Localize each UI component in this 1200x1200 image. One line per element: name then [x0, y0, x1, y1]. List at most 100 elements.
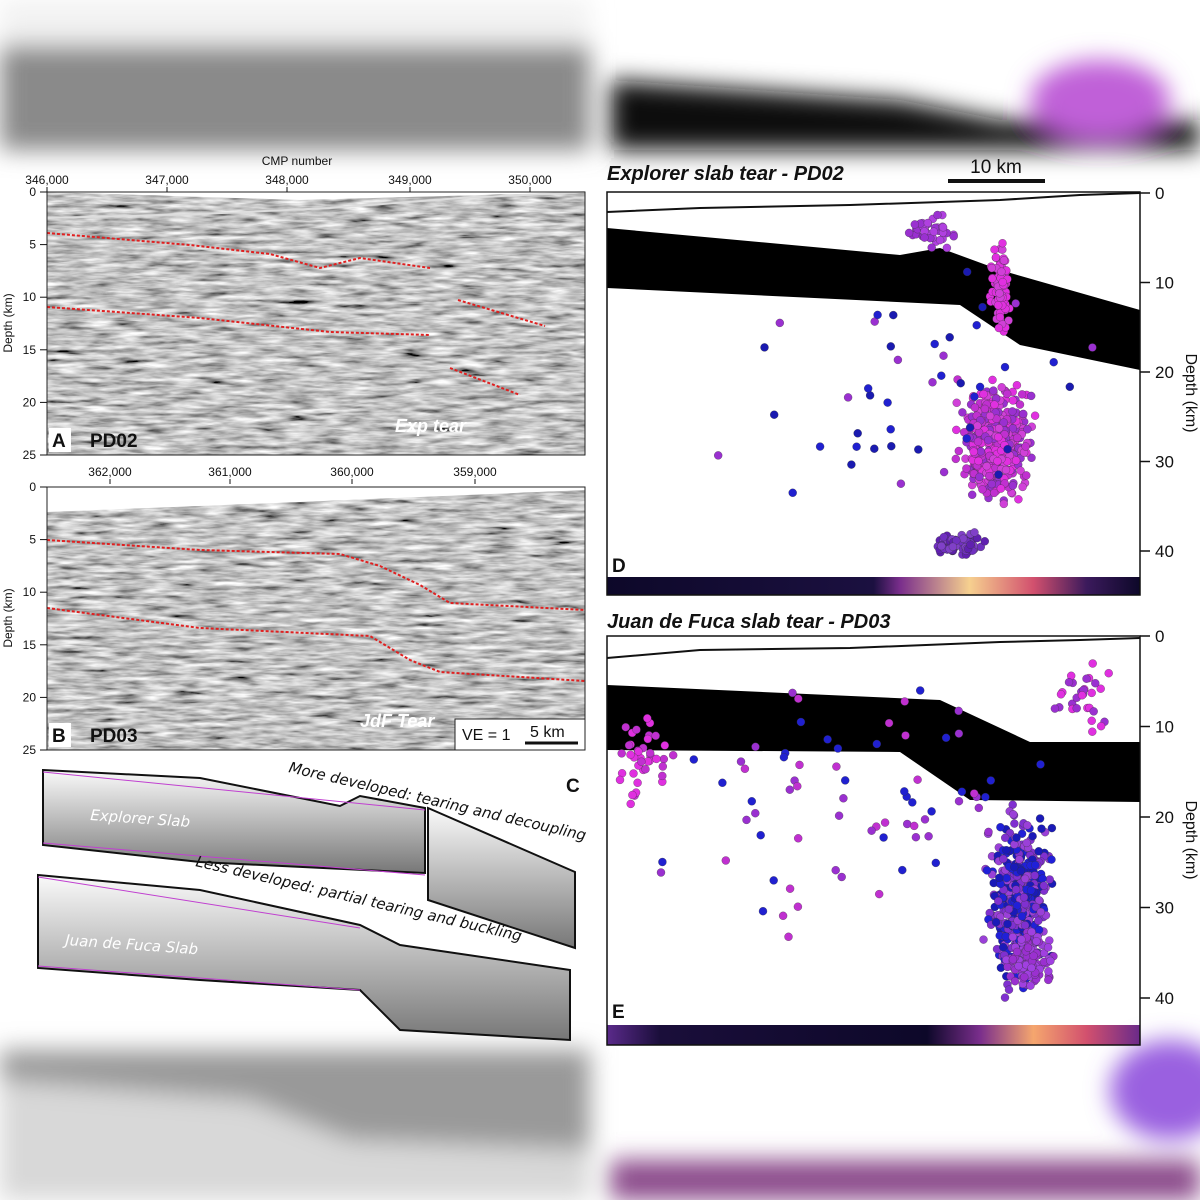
earthquake: [714, 451, 723, 460]
frame: [606, 635, 1141, 1046]
earthquake: [1027, 963, 1036, 973]
earthquake: [920, 233, 929, 242]
earthquake: [1028, 832, 1037, 841]
y-tick-label: 10: [23, 290, 37, 304]
earthquake: [959, 534, 968, 543]
earthquake: [1043, 943, 1053, 952]
earthquake: [969, 447, 978, 456]
earthquake: [996, 823, 1005, 832]
slab-outline: [607, 228, 1140, 370]
earthquake: [942, 243, 952, 253]
x-tick-label: 361,000: [208, 465, 252, 479]
horizon: [46, 232, 546, 396]
y-tick-label: 10: [1155, 718, 1174, 737]
earthquake: [1002, 873, 1011, 883]
earthquake: [646, 748, 655, 758]
earthquake: [879, 833, 888, 842]
earthquake: [966, 540, 975, 549]
earthquake: [633, 778, 642, 787]
earthquake: [930, 339, 939, 349]
earthquake: [1047, 855, 1056, 864]
frame: [606, 191, 1141, 596]
earthquake: [721, 856, 730, 865]
earthquake: [1034, 896, 1044, 905]
earthquake: [886, 342, 895, 351]
earthquake: [794, 834, 803, 843]
x-tick-label: 362,000: [88, 465, 132, 479]
earthquake: [999, 256, 1009, 265]
y-tick-label: 10: [1155, 274, 1174, 293]
earthquake: [1044, 975, 1053, 985]
earthquake: [939, 532, 948, 542]
earthquake: [1088, 343, 1097, 352]
x-tick-label: 346,000: [25, 173, 69, 187]
earthquake: [658, 771, 667, 781]
earthquake: [970, 403, 980, 412]
earthquake: [1012, 833, 1021, 842]
earthquake: [901, 731, 910, 740]
earthquake: [1096, 722, 1106, 731]
earthquake: [872, 739, 881, 749]
earthquake: [833, 744, 843, 753]
earthquake: [1064, 678, 1074, 687]
earthquake: [656, 868, 666, 877]
y-tick-label: 25: [23, 743, 37, 757]
earthquake: [972, 321, 981, 330]
earthquake: [751, 809, 760, 818]
earthquake: [847, 460, 856, 469]
earthquake: [626, 750, 635, 759]
earthquake: [924, 832, 933, 841]
earthquake: [994, 424, 1004, 433]
earthquake: [896, 479, 906, 488]
earthquake: [998, 239, 1007, 248]
earthquake: [1046, 956, 1055, 966]
earthquake: [875, 889, 884, 899]
earthquake: [1050, 704, 1060, 713]
earthquake: [1032, 937, 1041, 946]
earthquake: [1091, 679, 1100, 688]
earthquake: [1089, 707, 1098, 716]
earthquake: [928, 378, 937, 387]
earthquake: [626, 799, 635, 809]
earthquake: [998, 277, 1007, 287]
earthquake: [927, 243, 936, 252]
earthquake: [989, 386, 998, 395]
earthquake: [1011, 885, 1021, 894]
earthquake: [1023, 821, 1032, 830]
x-tick-label: 350,000: [508, 173, 552, 187]
earthquake: [770, 410, 779, 419]
x-tick-label: 359,000: [453, 465, 497, 479]
earthquake: [1020, 921, 1030, 930]
seismic-section: [47, 487, 585, 750]
earthquake: [988, 274, 997, 283]
colorbar: [607, 577, 1140, 595]
earthquake: [991, 253, 1001, 262]
earthquake: [785, 884, 795, 893]
axis-title: Depth (km): [1, 588, 15, 647]
earthquake: [1003, 389, 1012, 399]
axis-title: Depth (km): [1182, 353, 1199, 432]
earthquake: [1012, 901, 1022, 910]
earthquake: [1030, 411, 1040, 420]
colorbar: [607, 1025, 1140, 1045]
earthquake: [883, 398, 892, 407]
earthquake: [837, 872, 846, 882]
earthquake: [923, 218, 932, 228]
earthquake: [1027, 391, 1036, 401]
earthquake: [975, 382, 985, 392]
earthquake: [994, 301, 1003, 310]
seismic-section: [47, 192, 585, 455]
earthquake: [1020, 874, 1030, 883]
earthquake: [994, 470, 1003, 479]
earthquake: [1000, 993, 1010, 1002]
earthquake: [900, 697, 909, 706]
earthquake: [980, 404, 990, 414]
earthquake: [643, 714, 652, 723]
earthquake: [1015, 855, 1024, 864]
earthquake: [1001, 465, 1011, 475]
earthquake: [990, 245, 999, 254]
earthquake: [1036, 907, 1045, 917]
earthquake: [758, 907, 768, 916]
earthquake: [988, 375, 997, 385]
earthquake: [1027, 453, 1036, 462]
